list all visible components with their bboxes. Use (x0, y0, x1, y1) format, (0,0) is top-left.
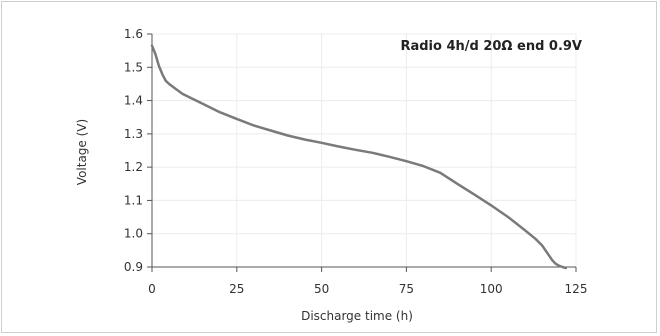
chart-title: Radio 4h/d 20Ω end 0.9V (400, 39, 582, 54)
y-tick-label: 1.0 (124, 227, 143, 241)
y-tick-label: 1.2 (124, 160, 143, 174)
y-tick-label: 1.1 (124, 193, 143, 207)
y-tick-label: 1.3 (124, 127, 143, 141)
y-tick-label: 1.5 (124, 60, 143, 74)
series (150, 44, 568, 270)
axes (147, 33, 577, 272)
x-tick-label: 100 (480, 282, 503, 296)
y-tick-label: 1.6 (124, 27, 143, 41)
grid (152, 33, 577, 267)
labels: Radio 4h/d 20Ω end 0.9V Discharge time (… (75, 27, 587, 323)
y-tick-label: 0.9 (124, 260, 143, 274)
x-tick-label: 75 (399, 282, 414, 296)
x-tick-label: 25 (229, 282, 244, 296)
y-tick-label: 1.4 (124, 94, 143, 108)
x-axis-title: Discharge time (h) (301, 309, 413, 323)
series-line (150, 44, 568, 270)
x-tick-label: 0 (148, 282, 156, 296)
y-axis-title: Voltage (V) (75, 119, 89, 185)
x-tick-label: 125 (565, 282, 588, 296)
x-tick-label: 50 (314, 282, 329, 296)
